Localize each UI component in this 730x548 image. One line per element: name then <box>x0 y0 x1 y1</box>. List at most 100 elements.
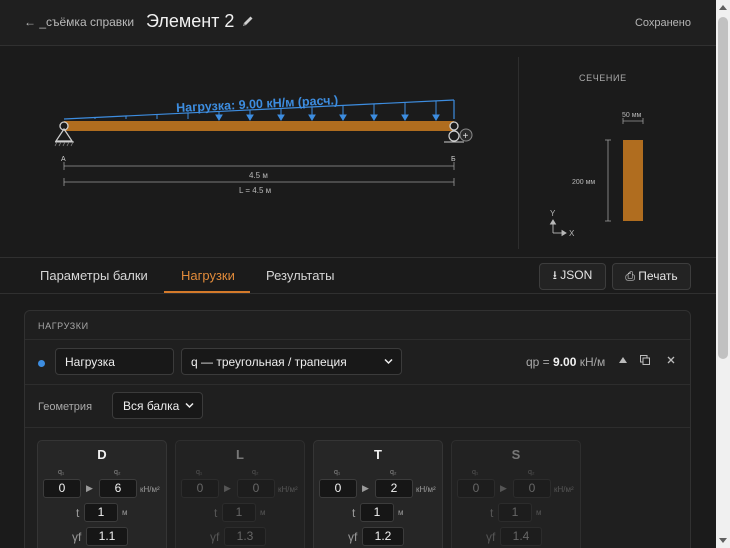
section-width-label: 50 мм <box>622 112 642 119</box>
arrow-right-icon: ▶ <box>500 483 507 493</box>
card-title: T <box>374 447 382 462</box>
pencil-icon[interactable] <box>241 14 255 28</box>
load-name-input[interactable] <box>55 348 174 375</box>
load-envelope <box>63 99 455 120</box>
t-input[interactable]: 1 <box>84 503 118 522</box>
q1-label: q₁ <box>58 469 65 476</box>
q1-input[interactable]: 0 <box>457 479 495 498</box>
load-row: q — треугольная / трапеция qp = 9.00 кН/… <box>25 339 690 384</box>
loads-panel: НАГРУЗКИ q — треугольная / трапеция qp =… <box>24 310 691 548</box>
load-label: Нагрузка: 9.00 кН/м (расч.) <box>176 93 339 115</box>
q1-label: q₁ <box>472 469 479 476</box>
span-label: 4.5 м <box>249 171 268 180</box>
print-button[interactable]: ⎙ Печать <box>612 263 691 290</box>
json-button-label: ⭳ JSON <box>552 268 593 282</box>
gamma-f-label: γf <box>348 530 358 544</box>
tab-results[interactable]: Результаты <box>266 268 335 283</box>
active-tab-indicator <box>164 291 250 293</box>
load-arrows <box>94 101 440 121</box>
scrollbar-thumb[interactable] <box>718 17 728 359</box>
duplicate-icon[interactable] <box>639 354 651 366</box>
back-link[interactable]: ← _съёмка справки <box>24 15 135 29</box>
scroll-down-icon[interactable] <box>719 538 727 543</box>
chevron-down-icon <box>185 402 194 409</box>
t-label: t <box>352 506 356 520</box>
header: ← _съёмка справки Элемент 2 Сохранено <box>0 0 716 46</box>
scroll-up-icon[interactable] <box>719 5 727 10</box>
save-status: Сохранено <box>634 17 691 29</box>
gamma-f-input[interactable]: 1.3 <box>224 527 266 546</box>
card-title: L <box>236 447 244 462</box>
page-title: Элемент 2 <box>146 11 235 31</box>
gamma-f-label: γf <box>72 530 82 544</box>
t-unit: м <box>260 508 266 517</box>
q2-input[interactable]: 2 <box>375 479 413 498</box>
geometry-label: Геометрия <box>38 401 93 413</box>
axis-y-label: Y <box>550 209 556 218</box>
card-title: S <box>511 447 521 462</box>
q2-label: q₂ <box>528 469 535 476</box>
q2-label: q₂ <box>252 469 259 476</box>
t-unit: м <box>536 508 542 517</box>
gamma-f-input[interactable]: 1.2 <box>362 527 404 546</box>
add-icon: + <box>463 131 469 142</box>
axes-icon <box>549 219 567 237</box>
gamma-f-label: γf <box>210 530 220 544</box>
beam-diagram: Нагрузка: 9.00 кН/м (расч.) A <box>0 47 716 258</box>
gamma-f-input[interactable]: 1.1 <box>86 527 128 546</box>
load-case-card-s: S q₁ q₂ 0 ▶ 0 кН/м² t 1 м γf 1.4 <box>451 440 581 548</box>
beam[interactable] <box>64 121 454 131</box>
support-b-label: Б <box>451 156 456 163</box>
q2-input[interactable]: 0 <box>513 479 551 498</box>
arrow-right-icon: ▶ <box>86 483 93 493</box>
move-up-icon[interactable] <box>617 354 629 366</box>
q1-input[interactable]: 0 <box>319 479 357 498</box>
t-unit: м <box>122 508 128 517</box>
q-unit: кН/м² <box>416 485 436 494</box>
geometry-select[interactable]: Вся балка <box>112 392 203 419</box>
q2-label: q₂ <box>114 469 121 476</box>
cross-section: 50 мм 200 мм Y X <box>549 112 644 238</box>
gamma-f-input[interactable]: 1.4 <box>500 527 542 546</box>
qp-readout: qp = 9.00 кН/м <box>526 355 605 369</box>
t-input[interactable]: 1 <box>222 503 256 522</box>
gamma-f-label: γf <box>486 530 496 544</box>
geometry-value: Вся балка <box>123 398 180 413</box>
card-title: D <box>97 447 107 462</box>
load-type-value: q — треугольная / трапеция <box>191 354 347 369</box>
tab-beam-params[interactable]: Параметры балки <box>40 268 148 283</box>
q1-input[interactable]: 0 <box>181 479 219 498</box>
support-a[interactable] <box>54 121 74 147</box>
length-label: L = 4.5 м <box>239 186 271 195</box>
q1-input[interactable]: 0 <box>43 479 81 498</box>
section-height-label: 200 мм <box>572 179 595 186</box>
t-input[interactable]: 1 <box>498 503 532 522</box>
page-scrollbar[interactable] <box>716 0 730 548</box>
arrow-right-icon: ▶ <box>362 483 369 493</box>
q2-input[interactable]: 6 <box>99 479 137 498</box>
section-rectangle <box>623 140 643 221</box>
json-button[interactable]: ⭳ JSON <box>539 263 606 290</box>
tab-loads[interactable]: Нагрузки <box>181 268 235 283</box>
t-label: t <box>76 506 80 520</box>
span-dimension <box>63 162 455 170</box>
add-support-button[interactable] <box>459 128 473 142</box>
tab-bar: Параметры балки Нагрузки Результаты ⭳ JS… <box>0 259 716 294</box>
loads-panel-title: НАГРУЗКИ <box>38 321 89 331</box>
section-title: СЕЧЕНИЕ <box>579 73 627 83</box>
length-dimension <box>63 178 455 186</box>
q2-input[interactable]: 0 <box>237 479 275 498</box>
load-type-select[interactable]: q — треугольная / трапеция <box>181 348 402 375</box>
close-icon[interactable] <box>665 354 677 366</box>
q2-label: q₂ <box>390 469 397 476</box>
q-unit: кН/м² <box>140 485 160 494</box>
t-label: t <box>214 506 218 520</box>
qp-label: qp = <box>526 355 550 369</box>
support-a-label: A <box>61 156 66 163</box>
support-b[interactable] <box>444 121 464 143</box>
load-case-card-l: L q₁ q₂ 0 ▶ 0 кН/м² t 1 м γf 1.3 <box>175 440 305 548</box>
qp-unit: кН/м <box>579 355 606 369</box>
arrow-right-icon: ▶ <box>224 483 231 493</box>
t-input[interactable]: 1 <box>360 503 394 522</box>
